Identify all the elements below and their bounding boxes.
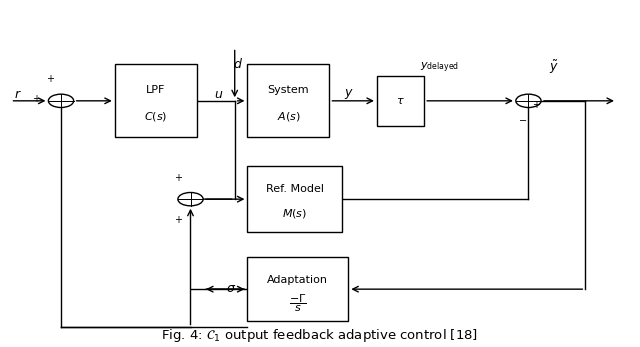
Bar xyxy=(115,64,197,137)
Text: $r$: $r$ xyxy=(14,88,22,101)
Text: Ref. Model: Ref. Model xyxy=(266,184,324,194)
Bar xyxy=(377,76,424,126)
Text: $\sigma$: $\sigma$ xyxy=(227,282,237,295)
Text: $y_{\mathrm{delayed}}$: $y_{\mathrm{delayed}}$ xyxy=(420,60,460,75)
Text: $A(s)$: $A(s)$ xyxy=(276,110,300,124)
Text: Adaptation: Adaptation xyxy=(268,275,328,285)
Text: $+$: $+$ xyxy=(532,99,541,110)
Text: $C(s)$: $C(s)$ xyxy=(144,110,168,124)
Text: $+$: $+$ xyxy=(174,214,183,225)
Text: $\dfrac{-\Gamma}{s}$: $\dfrac{-\Gamma}{s}$ xyxy=(289,293,307,314)
Bar xyxy=(247,166,342,232)
Circle shape xyxy=(516,94,541,108)
Text: $M(s)$: $M(s)$ xyxy=(282,207,307,220)
Text: $+$: $+$ xyxy=(174,172,183,183)
Bar xyxy=(247,64,330,137)
Circle shape xyxy=(49,94,74,108)
Text: $u$: $u$ xyxy=(214,88,223,101)
Text: Fig. 4: $\mathcal{C}_1$ output feedback adaptive control [18]: Fig. 4: $\mathcal{C}_1$ output feedback … xyxy=(161,327,479,344)
Text: $d$: $d$ xyxy=(233,57,243,71)
Bar xyxy=(247,257,348,321)
Circle shape xyxy=(178,193,203,206)
Text: $y$: $y$ xyxy=(344,87,353,101)
Text: System: System xyxy=(268,85,309,95)
Text: $-$: $-$ xyxy=(518,114,527,124)
Text: $\tilde{y}$: $\tilde{y}$ xyxy=(548,59,559,76)
Text: $\tau$: $\tau$ xyxy=(396,96,405,106)
Text: $+$: $+$ xyxy=(33,93,42,104)
Text: $+$: $+$ xyxy=(46,73,55,84)
Text: LPF: LPF xyxy=(146,85,166,95)
